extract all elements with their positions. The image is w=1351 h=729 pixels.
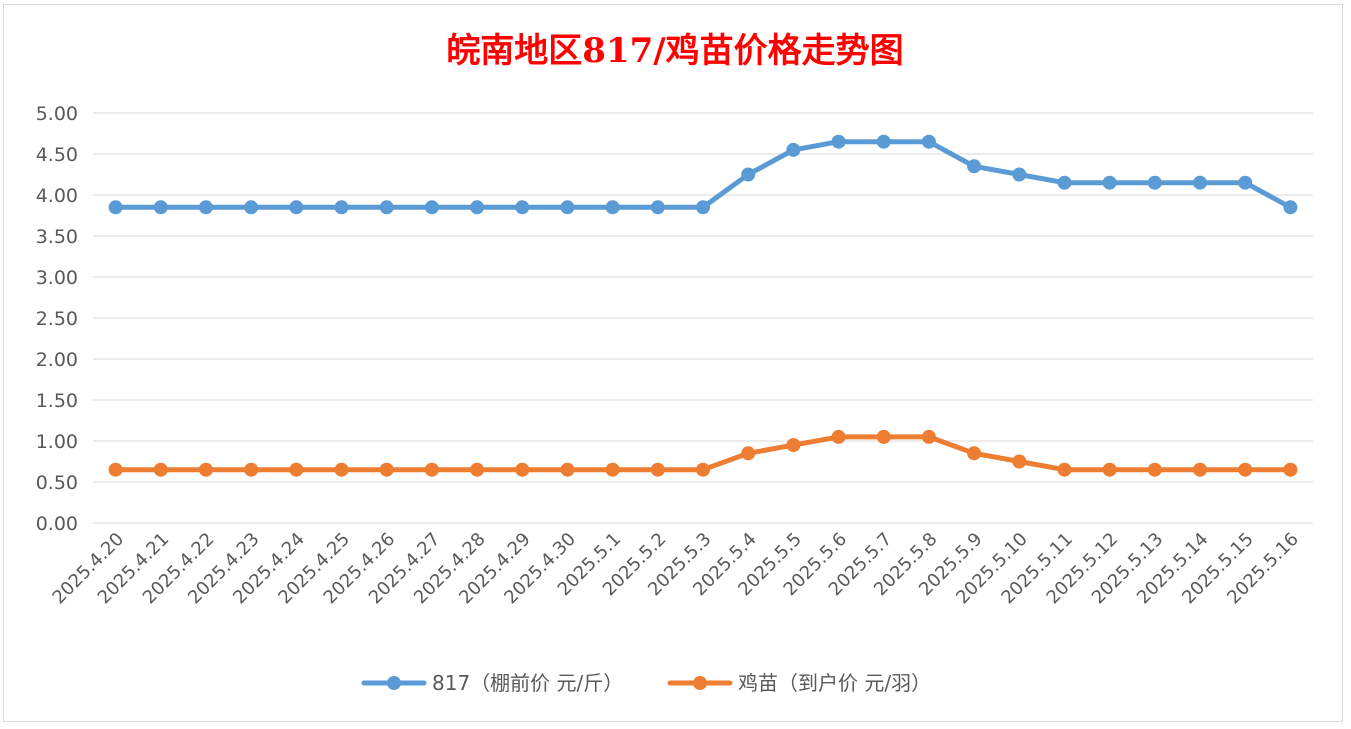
data-point <box>967 159 982 174</box>
data-point <box>786 142 801 157</box>
data-point <box>560 200 575 215</box>
series-2 <box>108 429 1298 477</box>
data-point <box>1147 462 1162 477</box>
x-axis: 2025.4.202025.4.212025.4.222025.4.232025… <box>49 529 1303 609</box>
y-axis: 0.00 0.50 1.00 1.50 2.00 2.50 3.00 3.50 4.00 4.50… <box>36 103 78 535</box>
data-point <box>1283 200 1298 215</box>
y-tick-label: 2.50 <box>36 308 78 330</box>
data-point <box>108 462 123 477</box>
data-point <box>1238 175 1253 190</box>
y-tick-label: 4.00 <box>36 185 78 207</box>
legend-entry: 鸡苗（到户价 元/羽） <box>667 671 931 695</box>
data-point <box>605 200 620 215</box>
data-point <box>470 200 485 215</box>
y-tick-label: 3.00 <box>36 267 78 289</box>
y-tick-label: 5.00 <box>36 103 78 125</box>
series-1 <box>108 134 1298 215</box>
data-point <box>424 200 439 215</box>
data-point <box>696 200 710 215</box>
data-point <box>153 200 168 215</box>
data-point <box>1102 462 1117 477</box>
series-group <box>108 134 1298 477</box>
legend: 817（棚前价 元/斤） 鸡苗（到户价 元/羽） <box>361 671 931 695</box>
chart-area[interactable] <box>3 4 1343 722</box>
y-tick-label: 4.50 <box>36 144 78 166</box>
data-point <box>741 167 756 182</box>
data-point <box>379 462 394 477</box>
data-point <box>876 429 891 444</box>
y-tick-label: 1.00 <box>36 431 78 453</box>
legend-marker <box>387 676 401 690</box>
chart-title: 皖南地区817/鸡苗价格走势图 <box>446 31 903 71</box>
data-point <box>515 200 530 215</box>
legend-marker <box>693 676 707 690</box>
data-point <box>786 438 801 453</box>
data-point <box>1012 454 1027 469</box>
data-point <box>1102 175 1117 190</box>
data-point <box>1193 462 1208 477</box>
y-tick-label: 2.00 <box>36 349 78 371</box>
data-point <box>108 200 123 215</box>
data-point <box>1147 175 1162 190</box>
data-point <box>379 200 394 215</box>
data-point <box>831 429 846 444</box>
data-point <box>1283 462 1298 477</box>
data-point <box>560 462 575 477</box>
series-line <box>113 139 1293 210</box>
gridlines <box>93 112 1313 524</box>
y-tick-label: 3.50 <box>36 226 78 248</box>
data-point <box>198 462 213 477</box>
y-tick-label: 1.50 <box>36 390 78 412</box>
data-point <box>289 462 304 477</box>
data-point <box>921 134 936 149</box>
legend-label: 817（棚前价 元/斤） <box>432 671 623 695</box>
data-point <box>1012 167 1027 182</box>
data-point <box>1238 462 1253 477</box>
data-point <box>424 462 439 477</box>
data-point <box>696 462 710 477</box>
data-point <box>605 462 620 477</box>
y-tick-label: 0.50 <box>36 472 78 494</box>
data-point <box>334 462 349 477</box>
data-point <box>741 446 756 461</box>
data-point <box>244 200 259 215</box>
data-point <box>650 200 665 215</box>
data-point <box>876 134 891 149</box>
y-tick-label: 0.00 <box>36 513 78 535</box>
data-point <box>470 462 485 477</box>
data-point <box>244 462 259 477</box>
legend-entry: 817（棚前价 元/斤） <box>361 671 623 695</box>
data-point <box>831 134 846 149</box>
data-point <box>334 200 349 215</box>
data-point <box>515 462 530 477</box>
legend-label: 鸡苗（到户价 元/羽） <box>738 671 931 695</box>
data-point <box>967 446 982 461</box>
data-point <box>1057 175 1072 190</box>
data-point <box>650 462 665 477</box>
data-point <box>1057 462 1072 477</box>
data-point <box>1193 175 1208 190</box>
data-point <box>198 200 213 215</box>
data-point <box>289 200 304 215</box>
data-point <box>153 462 168 477</box>
data-point <box>921 429 936 444</box>
